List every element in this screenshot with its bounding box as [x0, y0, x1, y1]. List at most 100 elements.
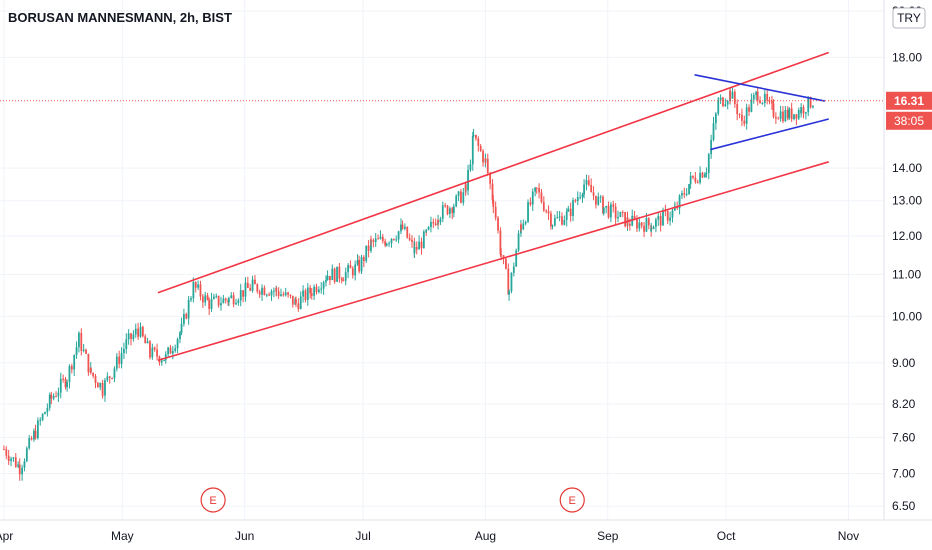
candle-body [617, 217, 619, 219]
candle-body [358, 260, 361, 272]
currency-badge[interactable]: TRY [892, 7, 926, 29]
candle-body [731, 91, 734, 99]
candle-body [612, 204, 615, 207]
candle-body [788, 108, 791, 119]
candle-body [302, 290, 304, 297]
candle-body [176, 339, 179, 349]
last-price-value: 16.31 [894, 94, 924, 108]
candle-body [384, 241, 387, 246]
candle-body [199, 284, 202, 297]
candle-body [99, 382, 102, 388]
candle-body [208, 299, 211, 309]
candle-body [7, 455, 10, 462]
candle-body [510, 272, 513, 292]
candle-body [482, 150, 484, 163]
candle-body [395, 239, 398, 241]
candle-body [280, 294, 282, 296]
trend-line-channel-lower[interactable] [157, 161, 829, 362]
candle-body [282, 294, 285, 296]
price-axis[interactable]: 20.0018.0014.0013.0012.0011.0010.009.008… [892, 4, 922, 513]
price-tick-label: 14.00 [892, 161, 922, 175]
candle-body [441, 205, 444, 219]
candle-body [592, 192, 595, 196]
candle-body [724, 104, 727, 107]
candle-body [217, 295, 220, 306]
candle-body [340, 278, 343, 281]
candle-body [406, 226, 409, 238]
candle-body [351, 268, 354, 276]
price-tick-label: 6.50 [892, 499, 916, 513]
candle-body [602, 207, 605, 214]
candle-body [714, 113, 717, 124]
candle-body [607, 205, 610, 218]
candle-body [137, 330, 140, 337]
candle-body [494, 206, 497, 218]
candle-body [527, 202, 529, 222]
trend-line-triangle-upper[interactable] [694, 74, 825, 102]
candle-body [370, 239, 372, 241]
candle-body [583, 184, 585, 195]
candle-body [70, 366, 73, 370]
candle-body [779, 111, 782, 119]
candle-body [68, 366, 71, 383]
candle-body [809, 96, 812, 108]
candle-body [220, 303, 222, 306]
candle-body [551, 225, 554, 227]
candle-body [524, 221, 527, 224]
candle-body [256, 284, 259, 292]
earnings-marker[interactable]: E [200, 487, 226, 513]
candle-body [239, 290, 242, 301]
candle-body [540, 192, 543, 203]
candle-body [484, 158, 487, 160]
candle-body [3, 449, 5, 451]
candle-body [643, 225, 645, 232]
candle-body [62, 378, 65, 380]
candle-body [614, 206, 617, 219]
candle-body [251, 284, 254, 291]
candle-body [745, 107, 748, 124]
candle-body [254, 279, 256, 285]
candle-body [36, 420, 39, 439]
time-axis[interactable]: Apr May Jun Jul Aug Sep Oct Nov [0, 529, 859, 543]
candle-body [164, 354, 167, 361]
candle-body [437, 220, 439, 223]
candle-body [111, 377, 113, 379]
candle-body [372, 240, 375, 242]
candle-body [82, 349, 85, 351]
candle-body [699, 172, 701, 183]
earnings-marker[interactable]: E [559, 487, 585, 513]
trend-line-triangle-lower[interactable] [710, 118, 829, 151]
candle-body [14, 457, 17, 467]
candle-body [390, 238, 393, 244]
candle-body [246, 282, 249, 288]
candle-body [497, 217, 499, 231]
candle-body [499, 230, 502, 255]
candle-body [275, 288, 278, 292]
trend-lines[interactable] [157, 51, 830, 362]
candle-body [187, 299, 190, 319]
candle-body [729, 90, 731, 99]
candle-body [17, 464, 20, 467]
candle-body [529, 202, 532, 205]
candle-body [120, 353, 123, 364]
candle-body [547, 211, 550, 214]
candle-body [289, 294, 292, 296]
candle-body [309, 287, 312, 294]
candle-body [34, 430, 37, 439]
candle-body [722, 97, 724, 107]
candle-body [333, 268, 336, 282]
candle-body [538, 188, 540, 193]
candle-body [171, 350, 174, 354]
price-tick-label: 13.00 [892, 194, 922, 208]
trend-line-channel-upper[interactable] [157, 51, 830, 294]
candle-body [338, 266, 341, 279]
candle-body [18, 464, 21, 475]
earnings-circle [559, 487, 585, 513]
candle-body [57, 392, 60, 397]
candle-body [719, 97, 722, 101]
price-tick-label: 7.00 [892, 467, 916, 481]
candle-body [336, 266, 338, 282]
candle-body [242, 290, 244, 297]
